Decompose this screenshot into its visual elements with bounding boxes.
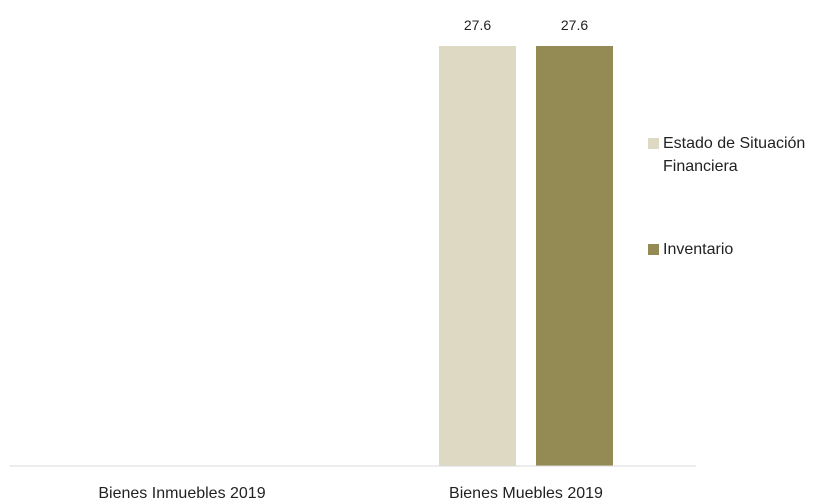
legend-label: Estado de Situación Financiera xyxy=(663,135,806,175)
bar xyxy=(536,46,613,466)
legend-label: Inventario xyxy=(663,241,734,258)
legend-item-inventario: Inventario xyxy=(648,238,834,261)
data-labels-group: 27.6 27.6 xyxy=(464,17,588,33)
bar xyxy=(439,46,516,466)
category-labels-group: Bienes Inmuebles 2019 Bienes Muebles 201… xyxy=(98,485,603,502)
category-label: Bienes Muebles 2019 xyxy=(449,485,603,502)
bars-group xyxy=(439,46,613,466)
legend-item-estado: Estado de Situación Financiera xyxy=(648,132,834,178)
data-label: 27.6 xyxy=(561,17,588,33)
legend-swatch xyxy=(648,244,659,255)
legend: Estado de Situación Financiera Inventari… xyxy=(648,132,834,261)
category-label: Bienes Inmuebles 2019 xyxy=(98,485,265,502)
legend-swatch xyxy=(648,138,659,149)
data-label: 27.6 xyxy=(464,17,491,33)
